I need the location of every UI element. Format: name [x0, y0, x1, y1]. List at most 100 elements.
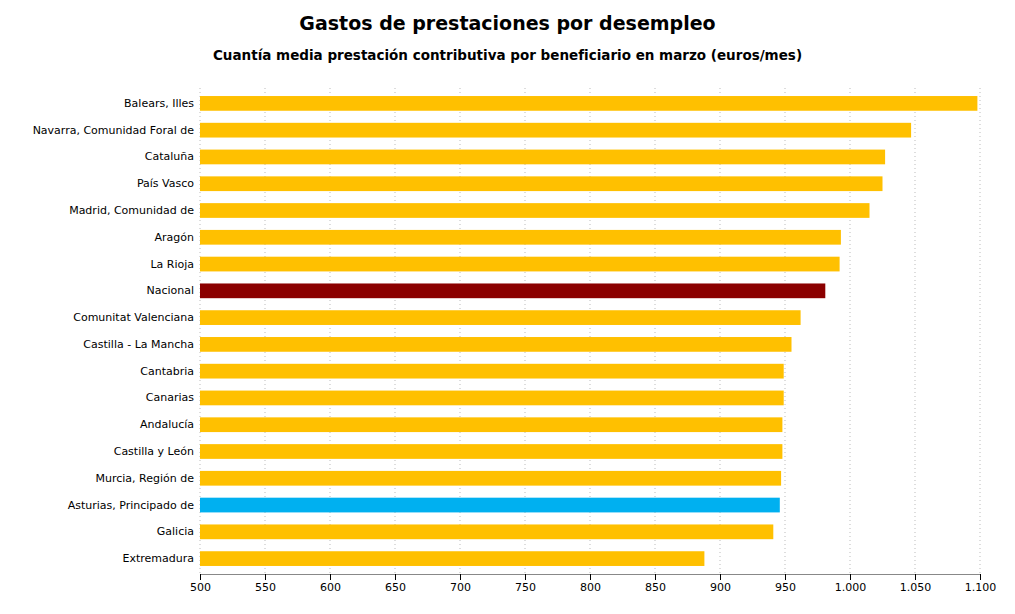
y-tick-label: Extremadura	[123, 552, 195, 565]
x-tick: 750	[515, 574, 536, 594]
subtitle: Cuantía media prestación contributiva po…	[213, 47, 802, 63]
y-tick: Castilla y León	[114, 445, 194, 458]
y-tick-label: País Vasco	[137, 177, 194, 190]
y-tick-label: Madrid, Comunidad de	[69, 204, 194, 217]
x-tick-mark	[395, 574, 396, 580]
bar	[200, 498, 780, 513]
y-tick: Asturias, Principado de	[68, 499, 195, 512]
bars	[200, 96, 977, 566]
y-tick: La Rioja	[150, 258, 194, 271]
y-tick: Extremadura	[123, 552, 195, 565]
y-tick-label: Comunitat Valenciana	[73, 311, 194, 324]
y-tick-label: Nacional	[146, 284, 194, 297]
x-tick-label: 850	[645, 581, 666, 594]
x-tick-mark	[785, 574, 786, 580]
x-tick: 650	[385, 574, 406, 594]
y-tick-label: Castilla - La Mancha	[83, 338, 194, 351]
chart: Gastos de prestaciones por desempleo Cuan…	[0, 0, 1015, 614]
bar	[200, 364, 784, 379]
x-tick: 850	[645, 574, 666, 594]
x-tick: 1.000	[835, 574, 867, 594]
x-tick-label: 700	[450, 581, 471, 594]
y-tick: Cantabria	[140, 365, 194, 378]
x-tick-mark	[980, 574, 981, 580]
x-tick-mark	[720, 574, 721, 580]
grid	[200, 88, 980, 574]
x-tick-mark	[460, 574, 461, 580]
y-tick: Castilla - La Mancha	[83, 338, 194, 351]
y-tick: Canarias	[146, 391, 194, 404]
y-tick-label: Castilla y León	[114, 445, 194, 458]
x-tick-label: 500	[190, 581, 211, 594]
y-tick-label: Aragón	[155, 231, 195, 244]
x-tick-label: 1.050	[900, 581, 932, 594]
y-tick-label: Andalucía	[140, 418, 194, 431]
x-tick: 1.100	[965, 574, 997, 594]
y-tick: Navarra, Comunidad Foral de	[33, 124, 195, 137]
bar	[200, 150, 885, 165]
x-tick-mark	[330, 574, 331, 580]
x-tick-label: 550	[255, 581, 276, 594]
y-tick-label: Cantabria	[140, 365, 194, 378]
x-tick: 900	[710, 574, 731, 594]
y-tick: Galicia	[157, 525, 194, 538]
bar	[200, 96, 977, 111]
title: Gastos de prestaciones por desempleo	[299, 12, 715, 34]
x-tick-label: 1.100	[965, 581, 997, 594]
y-tick: Cataluña	[145, 150, 194, 163]
y-tick-label: Asturias, Principado de	[68, 499, 195, 512]
bar	[200, 337, 792, 352]
x-tick-label: 800	[580, 581, 601, 594]
bar	[200, 391, 784, 406]
x-tick-label: 600	[320, 581, 341, 594]
x-tick-label: 750	[515, 581, 536, 594]
y-tick: Balears, Illes	[124, 97, 194, 110]
x-tick-mark	[655, 574, 656, 580]
y-tick: País Vasco	[137, 177, 194, 190]
bar	[200, 524, 773, 539]
y-tick: Murcia, Región de	[96, 472, 195, 485]
grid-line	[980, 88, 981, 574]
x-tick-mark	[525, 574, 526, 580]
y-tick-label: Navarra, Comunidad Foral de	[33, 124, 195, 137]
x-tick: 550	[255, 574, 276, 594]
bar	[200, 203, 870, 218]
y-tick-label: Murcia, Región de	[96, 472, 195, 485]
bar	[200, 257, 840, 272]
bar	[200, 123, 911, 138]
y-tick-label: La Rioja	[150, 258, 194, 271]
x-tick: 950	[775, 574, 796, 594]
x-axis: 500 550 600 650 700 750 800 850 900 950 1.000 1.050…	[190, 574, 996, 594]
x-tick: 800	[580, 574, 601, 594]
x-tick-mark	[590, 574, 591, 580]
x-tick-label: 950	[775, 581, 796, 594]
x-tick-mark	[915, 574, 916, 580]
bar	[200, 230, 841, 245]
bar	[200, 417, 782, 432]
x-tick: 500	[190, 574, 211, 594]
x-tick: 1.050	[900, 574, 932, 594]
bar	[200, 551, 704, 566]
x-tick-label: 900	[710, 581, 731, 594]
bar	[200, 310, 801, 325]
x-tick-label: 1.000	[835, 581, 867, 594]
y-tick-label: Canarias	[146, 391, 194, 404]
grid-line	[915, 88, 916, 574]
bar	[200, 283, 825, 298]
x-tick: 600	[320, 574, 341, 594]
y-tick: Madrid, Comunidad de	[69, 204, 194, 217]
y-tick: Andalucía	[140, 418, 194, 431]
x-tick-mark	[265, 574, 266, 580]
y-tick: Aragón	[155, 231, 195, 244]
x-tick-mark	[850, 574, 851, 580]
y-tick-label: Cataluña	[145, 150, 194, 163]
y-axis: Extremadura Galicia Asturias, Principado d…	[33, 97, 195, 565]
y-tick: Nacional	[146, 284, 194, 297]
y-tick-label: Balears, Illes	[124, 97, 194, 110]
bar	[200, 176, 883, 191]
x-tick-label: 650	[385, 581, 406, 594]
y-tick: Comunitat Valenciana	[73, 311, 194, 324]
bar	[200, 471, 781, 486]
bar	[200, 444, 782, 459]
plot: 500 550 600 650 700 750 800 850 900 950 1.000 1.050…	[33, 88, 997, 594]
